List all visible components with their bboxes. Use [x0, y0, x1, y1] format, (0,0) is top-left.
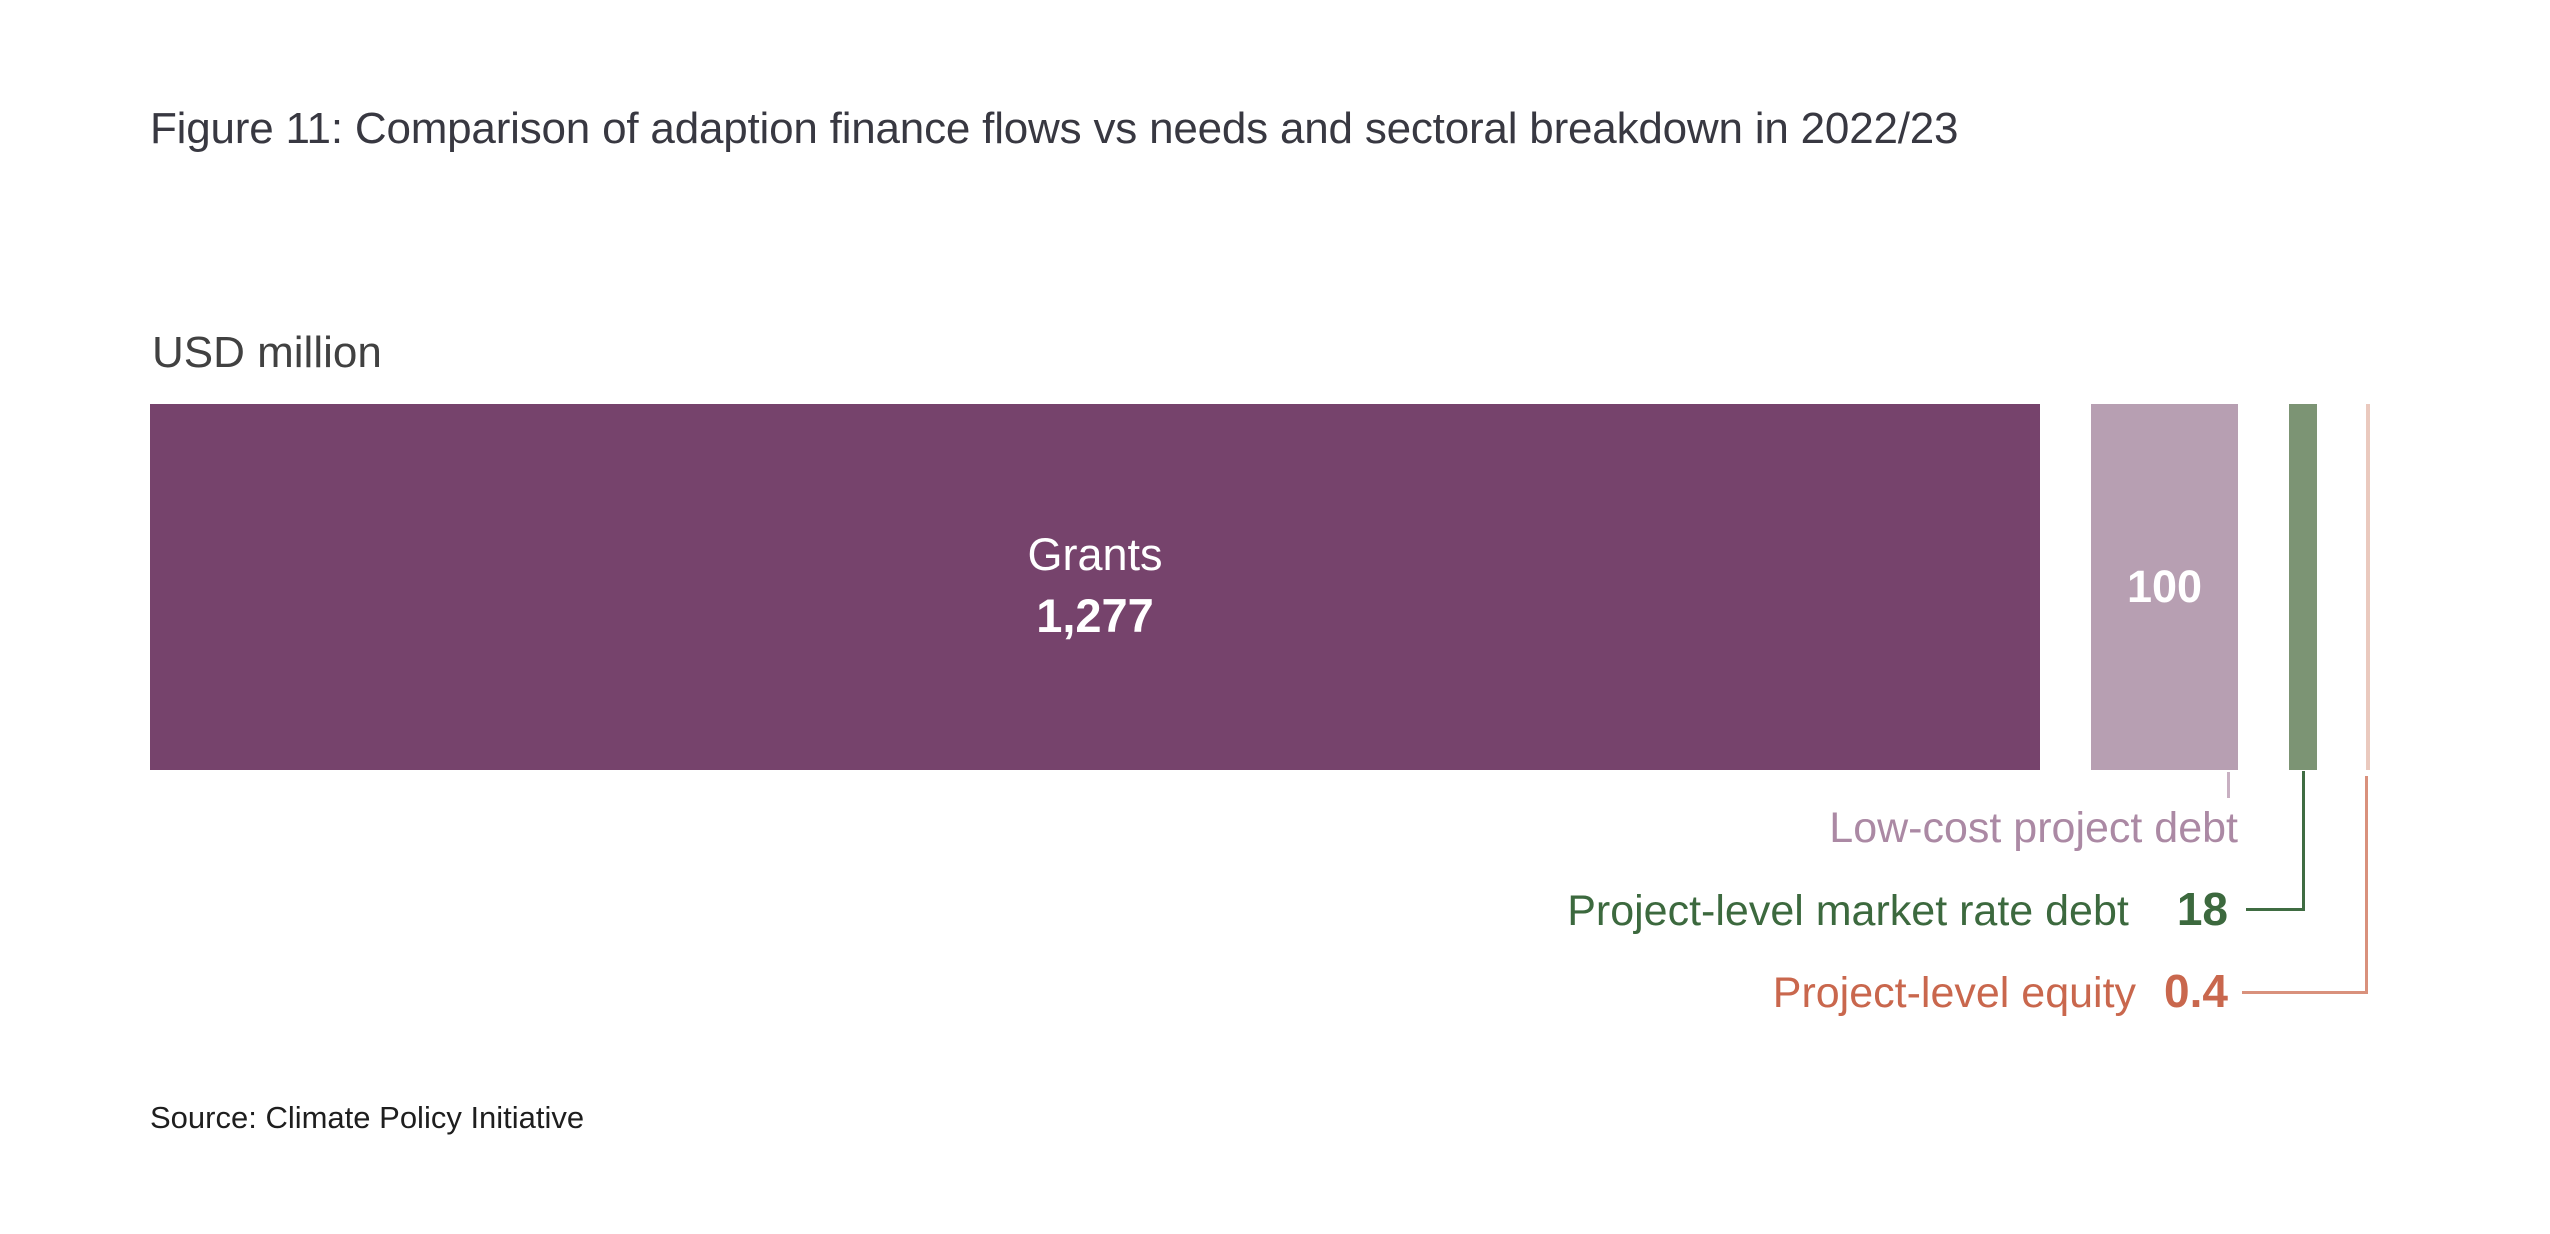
market-rate-callout-line-vertical — [2302, 771, 2305, 911]
source-note: Source: Climate Policy Initiative — [150, 1100, 585, 1135]
bar-segment-market-rate-debt — [2289, 404, 2317, 770]
bar-segment-grants: Grants 1,277 — [150, 404, 2040, 770]
stacked-bar: Grants 1,277 100 — [150, 404, 2410, 770]
equity-callout-line-vertical — [2365, 776, 2368, 994]
market-rate-callout-label: Project-level market rate debt — [1567, 887, 2129, 935]
market-rate-callout-line-horizontal — [2246, 908, 2305, 911]
grants-segment-value: 1,277 — [1036, 589, 1154, 642]
low-cost-callout-tick — [2227, 772, 2230, 798]
callout-low-cost-project-debt: Low-cost project debt — [1829, 803, 2238, 853]
equity-callout-line-horizontal — [2242, 991, 2368, 994]
low-cost-inner-label: 100 — [2091, 404, 2238, 770]
bar-segment-project-level-equity — [2366, 404, 2370, 770]
equity-callout-value: 0.4 — [2164, 965, 2228, 1017]
low-cost-callout-label: Low-cost project debt — [1829, 804, 2238, 852]
callout-market-rate-debt: Project-level market rate debt 18 — [1567, 884, 2228, 936]
low-cost-segment-value: 100 — [2126, 561, 2203, 612]
market-rate-callout-value: 18 — [2176, 883, 2228, 935]
callout-project-level-equity: Project-level equity 0.4 — [1773, 966, 2228, 1018]
grants-inner-label: Grants 1,277 — [150, 404, 2040, 770]
grants-segment-label: Grants — [1027, 529, 1163, 580]
equity-callout-label: Project-level equity — [1772, 969, 2137, 1017]
axis-unit-label: USD million — [152, 328, 382, 377]
figure-title: Figure 11: Comparison of adaption financ… — [150, 104, 1959, 153]
bar-segment-low-cost-project-debt: 100 — [2091, 404, 2238, 770]
